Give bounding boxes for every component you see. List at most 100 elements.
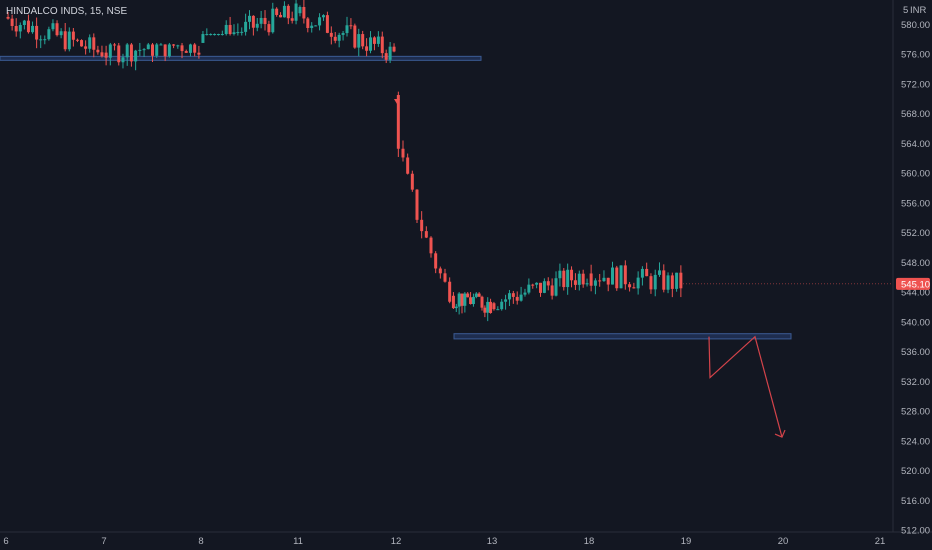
- candle-body[interactable]: [286, 5, 290, 19]
- candle-body[interactable]: [113, 44, 117, 46]
- candle-body[interactable]: [606, 277, 610, 285]
- candle-body[interactable]: [554, 278, 558, 296]
- candle-body[interactable]: [489, 301, 493, 313]
- candle-body[interactable]: [197, 52, 201, 55]
- candle-body[interactable]: [35, 25, 39, 40]
- candle-body[interactable]: [163, 44, 167, 57]
- candle-body[interactable]: [460, 293, 464, 306]
- candle-body[interactable]: [675, 272, 679, 289]
- candle-body[interactable]: [232, 32, 236, 35]
- candle-body[interactable]: [357, 34, 361, 48]
- candle-body[interactable]: [500, 301, 504, 310]
- candle-body[interactable]: [474, 293, 478, 297]
- candle-body[interactable]: [632, 287, 636, 289]
- candle-body[interactable]: [593, 280, 597, 286]
- candle-body[interactable]: [176, 45, 180, 47]
- candle-body[interactable]: [205, 34, 209, 36]
- candle-body[interactable]: [314, 25, 318, 27]
- candle-body[interactable]: [67, 31, 71, 50]
- candle-body[interactable]: [546, 281, 550, 286]
- candle-body[interactable]: [125, 44, 129, 58]
- candle-body[interactable]: [519, 294, 523, 301]
- candle-body[interactable]: [388, 46, 392, 60]
- candle-body[interactable]: [251, 15, 255, 28]
- candle-series[interactable]: [6, 0, 683, 322]
- candle-body[interactable]: [466, 293, 470, 298]
- candle-body[interactable]: [43, 39, 47, 41]
- candle-body[interactable]: [216, 34, 220, 36]
- candle-body[interactable]: [396, 95, 400, 149]
- candle-body[interactable]: [63, 31, 67, 50]
- candle-body[interactable]: [213, 34, 217, 36]
- forecast-arrow-drawing[interactable]: [683, 283, 893, 438]
- candle-body[interactable]: [570, 269, 574, 281]
- candle-body[interactable]: [121, 57, 125, 63]
- candle-body[interactable]: [365, 46, 369, 51]
- candle-body[interactable]: [159, 44, 163, 46]
- candle-body[interactable]: [666, 275, 670, 290]
- candle-body[interactable]: [550, 285, 554, 296]
- candle-body[interactable]: [188, 44, 192, 53]
- candle-body[interactable]: [6, 16, 10, 19]
- candle-body[interactable]: [26, 20, 30, 33]
- candle-body[interactable]: [434, 253, 438, 269]
- candle-body[interactable]: [248, 15, 251, 22]
- candle-body[interactable]: [31, 25, 35, 33]
- candle-body[interactable]: [224, 24, 228, 35]
- candle-body[interactable]: [142, 49, 146, 51]
- candle-body[interactable]: [267, 24, 271, 33]
- candle-body[interactable]: [240, 31, 244, 33]
- candle-body[interactable]: [329, 32, 333, 37]
- candle-body[interactable]: [88, 37, 92, 49]
- candle-body[interactable]: [47, 29, 51, 40]
- candle-body[interactable]: [108, 44, 112, 58]
- candle-body[interactable]: [471, 296, 475, 305]
- candle-body[interactable]: [18, 25, 22, 32]
- candle-body[interactable]: [566, 269, 570, 288]
- candle-body[interactable]: [84, 46, 88, 49]
- candle-body[interactable]: [424, 231, 428, 238]
- candle-body[interactable]: [469, 297, 473, 305]
- candle-body[interactable]: [361, 34, 365, 47]
- candle-body[interactable]: [275, 8, 279, 15]
- candle-body[interactable]: [294, 3, 298, 21]
- candle-body[interactable]: [22, 20, 26, 26]
- candle-body[interactable]: [492, 303, 496, 310]
- candle-body[interactable]: [155, 44, 159, 56]
- candle-body[interactable]: [589, 273, 593, 286]
- candle-body[interactable]: [282, 5, 286, 18]
- candle-body[interactable]: [401, 148, 405, 158]
- candle-body[interactable]: [129, 44, 133, 62]
- candle-body[interactable]: [201, 34, 205, 43]
- candle-body[interactable]: [117, 45, 121, 63]
- candle-body[interactable]: [310, 25, 314, 28]
- candle-body[interactable]: [558, 270, 562, 279]
- candle-body[interactable]: [80, 40, 84, 47]
- candle-body[interactable]: [92, 37, 96, 50]
- candle-body[interactable]: [151, 44, 154, 56]
- candle-body[interactable]: [649, 276, 653, 290]
- candle-body[interactable]: [75, 39, 79, 41]
- candle-body[interactable]: [539, 282, 542, 293]
- candle-body[interactable]: [184, 51, 188, 53]
- candle-body[interactable]: [483, 307, 487, 313]
- candle-body[interactable]: [10, 18, 14, 27]
- candle-body[interactable]: [104, 52, 108, 58]
- candle-body[interactable]: [653, 274, 657, 290]
- candle-body[interactable]: [636, 277, 640, 289]
- candle-body[interactable]: [598, 280, 602, 282]
- candle-body[interactable]: [341, 33, 345, 35]
- candle-body[interactable]: [410, 173, 414, 190]
- candle-body[interactable]: [138, 49, 142, 51]
- candle-body[interactable]: [486, 301, 490, 313]
- resistance-zone-rectangle[interactable]: [0, 55, 482, 61]
- candle-body[interactable]: [628, 284, 632, 288]
- candle-body[interactable]: [454, 306, 458, 309]
- candle-body[interactable]: [640, 268, 644, 278]
- candle-body[interactable]: [353, 25, 357, 48]
- candle-body[interactable]: [496, 309, 500, 311]
- candle-body[interactable]: [180, 45, 184, 52]
- candle-body[interactable]: [100, 52, 104, 57]
- candle-body[interactable]: [369, 37, 373, 51]
- candle-body[interactable]: [562, 270, 566, 288]
